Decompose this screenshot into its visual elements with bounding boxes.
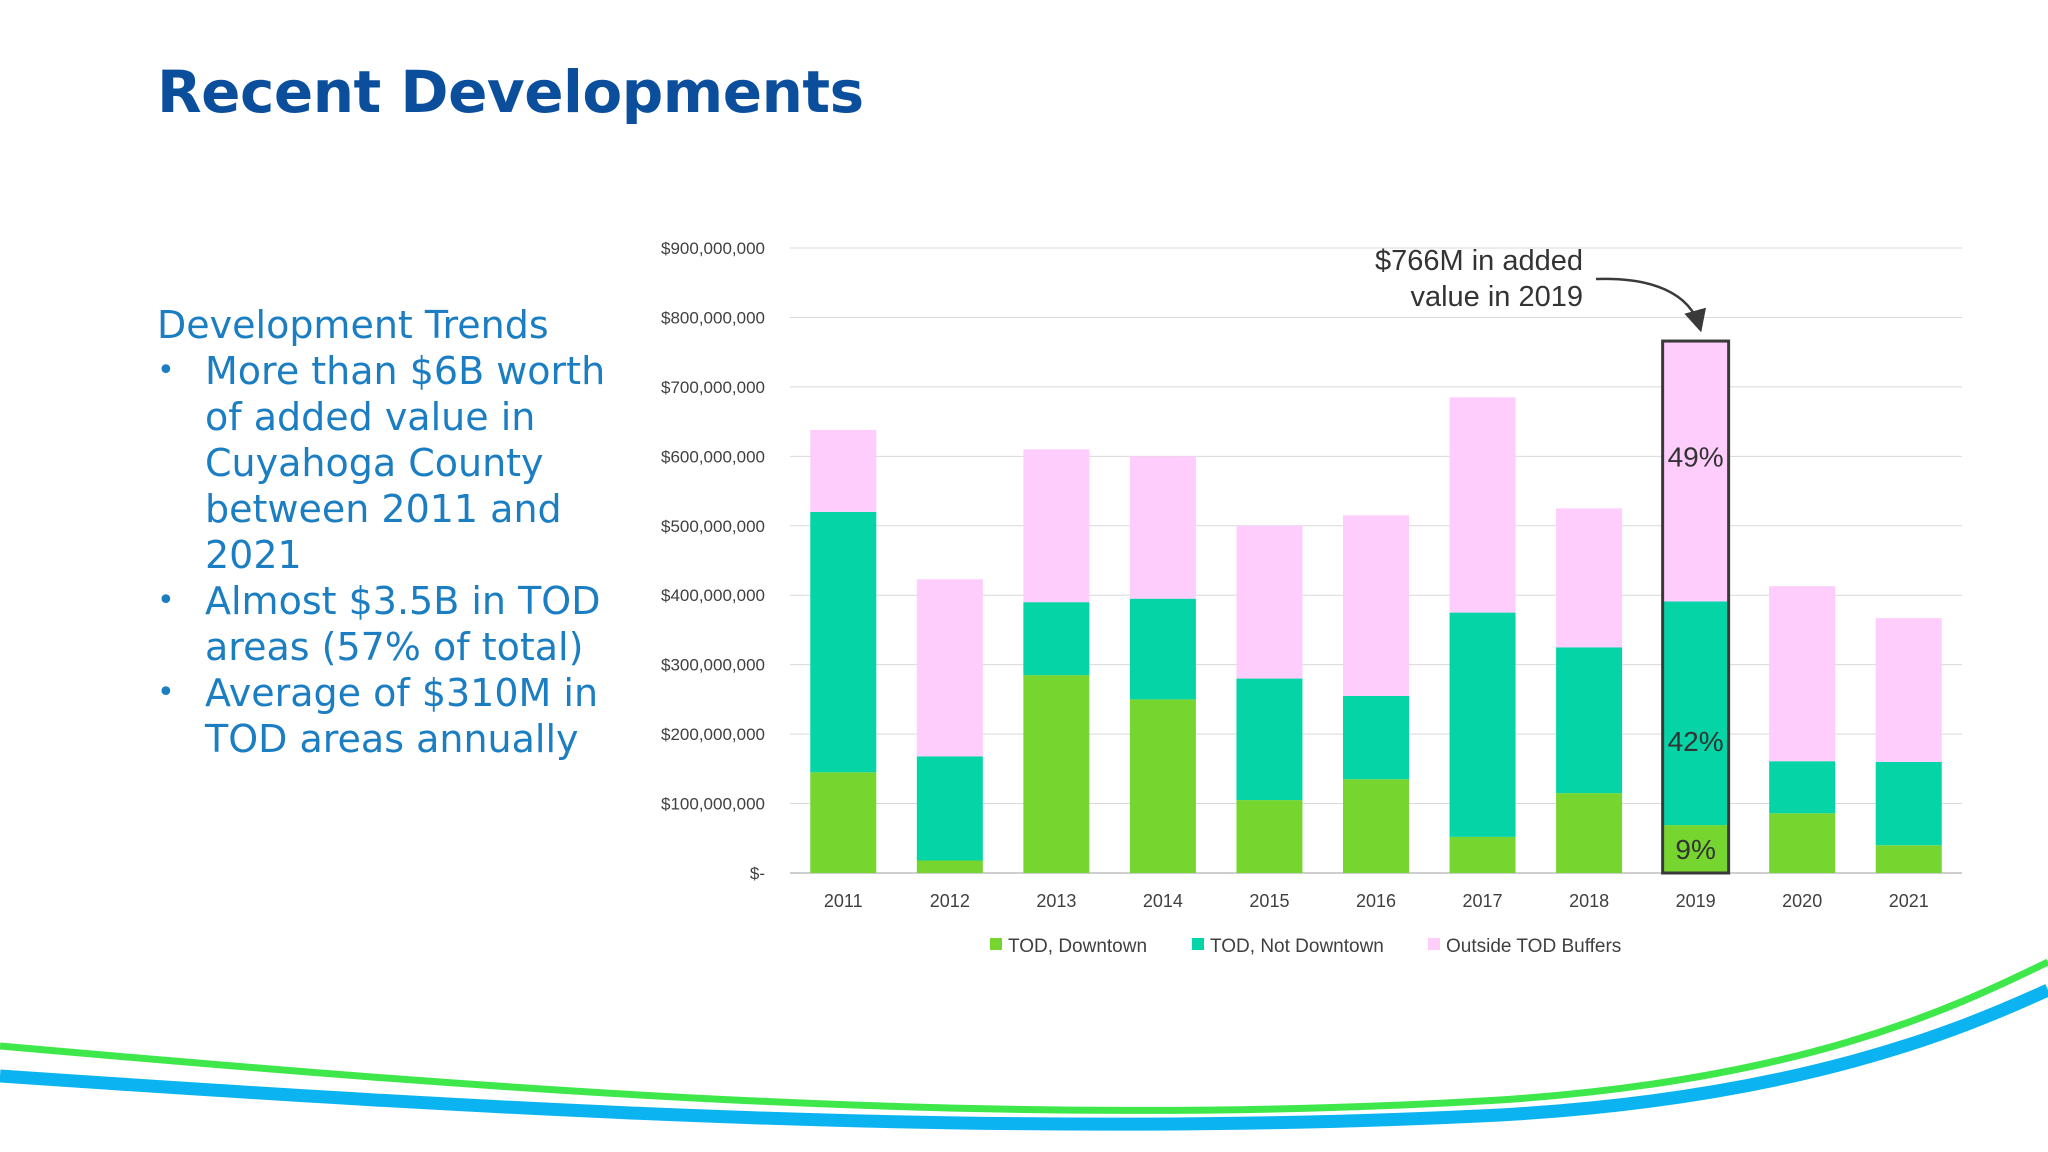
segment-percent-label: 49% <box>1668 441 1724 472</box>
x-tick-label: 2011 <box>824 891 863 911</box>
bar-segment <box>1343 695 1409 780</box>
bullet-dot-icon: • <box>157 353 175 388</box>
trend-bullet-item: • More than $6B worth of added value in … <box>157 348 607 578</box>
bar-segment <box>916 756 983 861</box>
bar-segment <box>1556 508 1623 648</box>
bar-segment <box>1769 586 1836 762</box>
x-tick-label: 2018 <box>1569 891 1609 911</box>
bar-segment <box>1556 647 1623 794</box>
trend-bullet-text: More than $6B worth of added value in Cu… <box>205 349 606 577</box>
stacked-bar-chart: $- $100,000,000 $200,000,000 $300,000,000 $4… <box>661 239 1962 957</box>
x-tick-label: 2013 <box>1036 891 1076 911</box>
gridlines <box>790 247 1962 874</box>
bar-segment <box>1023 449 1090 603</box>
highlight-2019: 9% 42% 49% $766M in added value in 2019 <box>1375 245 1731 875</box>
annotation-text: value in 2019 <box>1410 281 1583 313</box>
bar-segment <box>1875 761 1942 846</box>
bar-segment <box>1875 618 1942 762</box>
bar-segment <box>1023 602 1090 676</box>
bar-segment <box>810 511 877 773</box>
legend-label: TOD, Downtown <box>1008 936 1147 957</box>
legend-swatch <box>990 938 1002 950</box>
bar-segment <box>1023 675 1090 873</box>
highlight-box <box>1661 339 1731 875</box>
bar-segment <box>1449 397 1516 613</box>
y-axis-tick-labels: $- $100,000,000 $200,000,000 $300,000,000 $4… <box>661 239 765 883</box>
trend-bullet-item: • Almost $3.5B in TOD areas (57% of tota… <box>157 578 607 670</box>
y-tick-label: $200,000,000 <box>661 725 765 744</box>
bar-segment <box>810 772 877 873</box>
annotation-text: $766M in added <box>1375 245 1583 277</box>
bar-segment <box>1662 825 1729 873</box>
blue-wave <box>0 984 2048 1131</box>
legend-swatch <box>1428 938 1440 950</box>
trend-bullet-text: Almost $3.5B in TOD areas (57% of total) <box>205 579 601 669</box>
bar-segment <box>916 860 983 873</box>
legend-swatch <box>1192 938 1204 950</box>
annotation-arrow-icon <box>1595 277 1707 333</box>
y-tick-label: $300,000,000 <box>661 656 765 675</box>
bar-segment <box>1236 525 1303 679</box>
slide-title: Recent Developments <box>157 58 864 126</box>
bar-segment <box>1556 793 1623 873</box>
x-tick-label: 2012 <box>930 891 970 911</box>
bar-segment <box>810 429 877 512</box>
x-tick-label: 2014 <box>1143 891 1183 911</box>
legend-label: TOD, Not Downtown <box>1210 936 1384 957</box>
y-tick-label: $400,000,000 <box>661 586 765 605</box>
x-tick-label: 2019 <box>1676 891 1716 911</box>
chart-legend: TOD, Downtown TOD, Not Downtown Outside TO… <box>990 936 1621 957</box>
segment-percent-label: 9% <box>1675 834 1715 865</box>
x-tick-label: 2021 <box>1889 891 1929 911</box>
bar-segment <box>916 579 983 757</box>
y-tick-label: $500,000,000 <box>661 517 765 536</box>
bar-segment <box>1236 800 1303 873</box>
bar-segment <box>1343 515 1409 696</box>
x-axis-tick-labels: 2011 2012 2013 2014 2015 2016 2017 2018 2019 2020… <box>824 891 1929 911</box>
y-tick-label: $900,000,000 <box>661 239 765 258</box>
trend-bullet-item: • Average of $310M in TOD areas annually <box>157 670 607 762</box>
trend-bullet-text: Average of $310M in TOD areas annually <box>205 671 599 761</box>
bar-segment <box>1662 341 1729 602</box>
bar-segment <box>1769 761 1836 814</box>
bar-segment <box>1343 779 1409 873</box>
trends-heading: Development Trends <box>157 303 549 347</box>
development-trends-panel: Development Trends • More than $6B worth… <box>157 302 607 762</box>
segment-percent-label: 42% <box>1668 726 1724 757</box>
x-tick-label: 2016 <box>1356 891 1396 911</box>
y-tick-label: $700,000,000 <box>661 378 765 397</box>
x-tick-label: 2015 <box>1249 891 1289 911</box>
bullet-dot-icon: • <box>157 675 175 710</box>
x-tick-label: 2020 <box>1782 891 1822 911</box>
bar-segment <box>1449 612 1516 837</box>
bullet-dot-icon: • <box>157 583 175 618</box>
bar-segment <box>1236 678 1303 801</box>
bar-segment <box>1769 813 1836 873</box>
y-tick-label: $600,000,000 <box>661 447 765 466</box>
bar-segment <box>1875 845 1942 873</box>
y-tick-label: $800,000,000 <box>661 308 765 327</box>
legend-label: Outside TOD Buffers <box>1446 936 1621 957</box>
bar-segment <box>1449 836 1516 873</box>
bar-segment <box>1129 699 1196 873</box>
bar-segment <box>1129 456 1196 599</box>
bars <box>810 341 1942 873</box>
bar-segment <box>1129 598 1196 700</box>
bar-segment <box>1662 601 1729 826</box>
y-tick-label: $- <box>750 864 765 883</box>
trends-list: • More than $6B worth of added value in … <box>157 348 607 762</box>
x-tick-label: 2017 <box>1463 891 1503 911</box>
green-wave <box>0 958 2048 1114</box>
y-tick-label: $100,000,000 <box>661 795 765 814</box>
